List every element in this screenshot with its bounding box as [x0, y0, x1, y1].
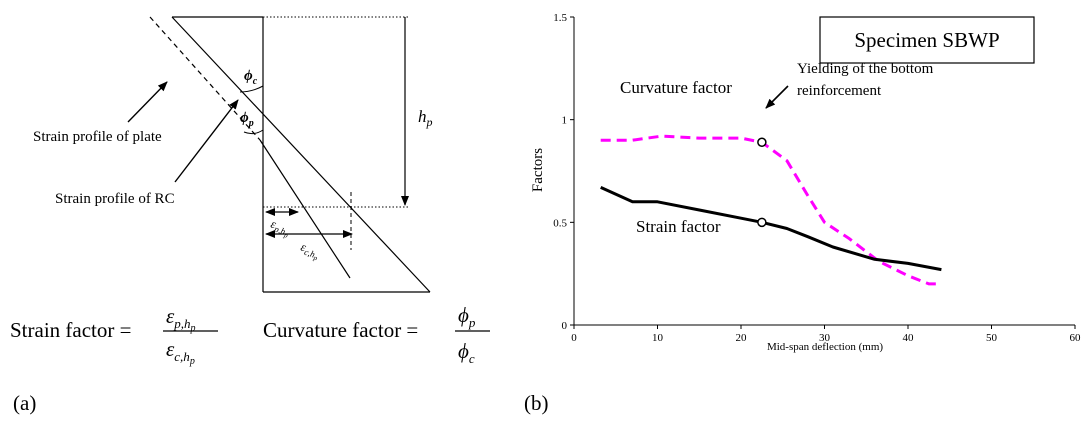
panel-a-label: (a): [13, 391, 36, 415]
strain-factor-series-label: Strain factor: [636, 217, 721, 236]
yielding-annotation-line2: reinforcement: [797, 83, 882, 99]
x-tick-label: 10: [652, 332, 664, 344]
y-tick-label: 0: [562, 320, 568, 332]
rc-callout-arrow: [174, 99, 239, 183]
phi-p-arc: [243, 129, 264, 135]
specimen-box: [819, 16, 1035, 64]
strain-factor-numerator: εp,hp: [166, 304, 196, 334]
strain-factor-fraction: εp,hp εc,hp: [163, 304, 218, 367]
y-tick-labels: 0 0.5 1 1.5: [553, 12, 567, 332]
curvature-factor-series-label: Curvature factor: [620, 78, 732, 97]
x-tick-label: 60: [1070, 332, 1082, 344]
strain-profile-plate-dashed: [149, 16, 261, 141]
y-tick-label: 1.5: [553, 12, 567, 24]
phi-c-label: ϕc: [244, 68, 258, 87]
strain-profile-rc-label: Strain profile of RC: [55, 191, 175, 207]
panel-b-label: (b): [524, 391, 549, 415]
eps-c-label: εc,hp: [298, 240, 322, 263]
curvature-factor-line: [600, 134, 942, 286]
chart-series: [600, 134, 942, 286]
yield-point-curvature: [757, 137, 767, 148]
x-tick-label: 20: [736, 332, 748, 344]
curvature-factor-fraction: ϕp ϕc: [455, 303, 490, 366]
yield-point-strain: [757, 217, 767, 228]
yielding-annotation-arrow: [765, 85, 789, 109]
curvature-factor-label: Curvature factor =: [263, 318, 418, 342]
x-tick-label: 0: [571, 332, 577, 344]
hp-label: hp: [418, 107, 433, 129]
strain-factor-denominator: εc,hp: [166, 337, 195, 367]
specimen-label: Specimen SBWP: [854, 28, 999, 52]
strain-factor-label: Strain factor =: [10, 318, 131, 342]
strain-profile-rc-line: [171, 16, 431, 293]
x-tick-label: 30: [819, 332, 831, 344]
plate-callout-arrow: [127, 81, 168, 123]
x-tick-label: 50: [986, 332, 998, 344]
strain-factor-line: [600, 186, 942, 272]
strain-profile-plate-line: [259, 139, 351, 279]
y-axis-label: Factors: [530, 148, 546, 192]
x-tick-label: 40: [903, 332, 915, 344]
chart-axes: [570, 16, 1076, 329]
x-axis-label: Mid-span deflection (mm): [767, 341, 883, 353]
chart-markers: [757, 137, 767, 228]
y-tick-label: 1: [562, 115, 568, 127]
curvature-factor-numerator: ϕp: [458, 303, 476, 330]
curvature-factor-denominator: ϕc: [458, 339, 475, 366]
eps-p-label: εp,hp: [268, 217, 293, 240]
y-tick-label: 0.5: [553, 217, 567, 229]
phi-c-arc: [239, 85, 264, 93]
panel-a-diagram: hp ϕc ϕp εp,hp εc,hp Strain profile of p…: [10, 16, 490, 415]
x-tick-labels: 0 10 20 30 40 50 60: [571, 332, 1081, 344]
strain-profile-plate-label: Strain profile of plate: [33, 129, 162, 145]
yielding-annotation-line1: Yielding of the bottom: [797, 61, 934, 77]
factors-chart: 0 10 20 30 40 50 60 0 0.5 1 1.5 Factors Mid-span …: [524, 12, 1081, 415]
